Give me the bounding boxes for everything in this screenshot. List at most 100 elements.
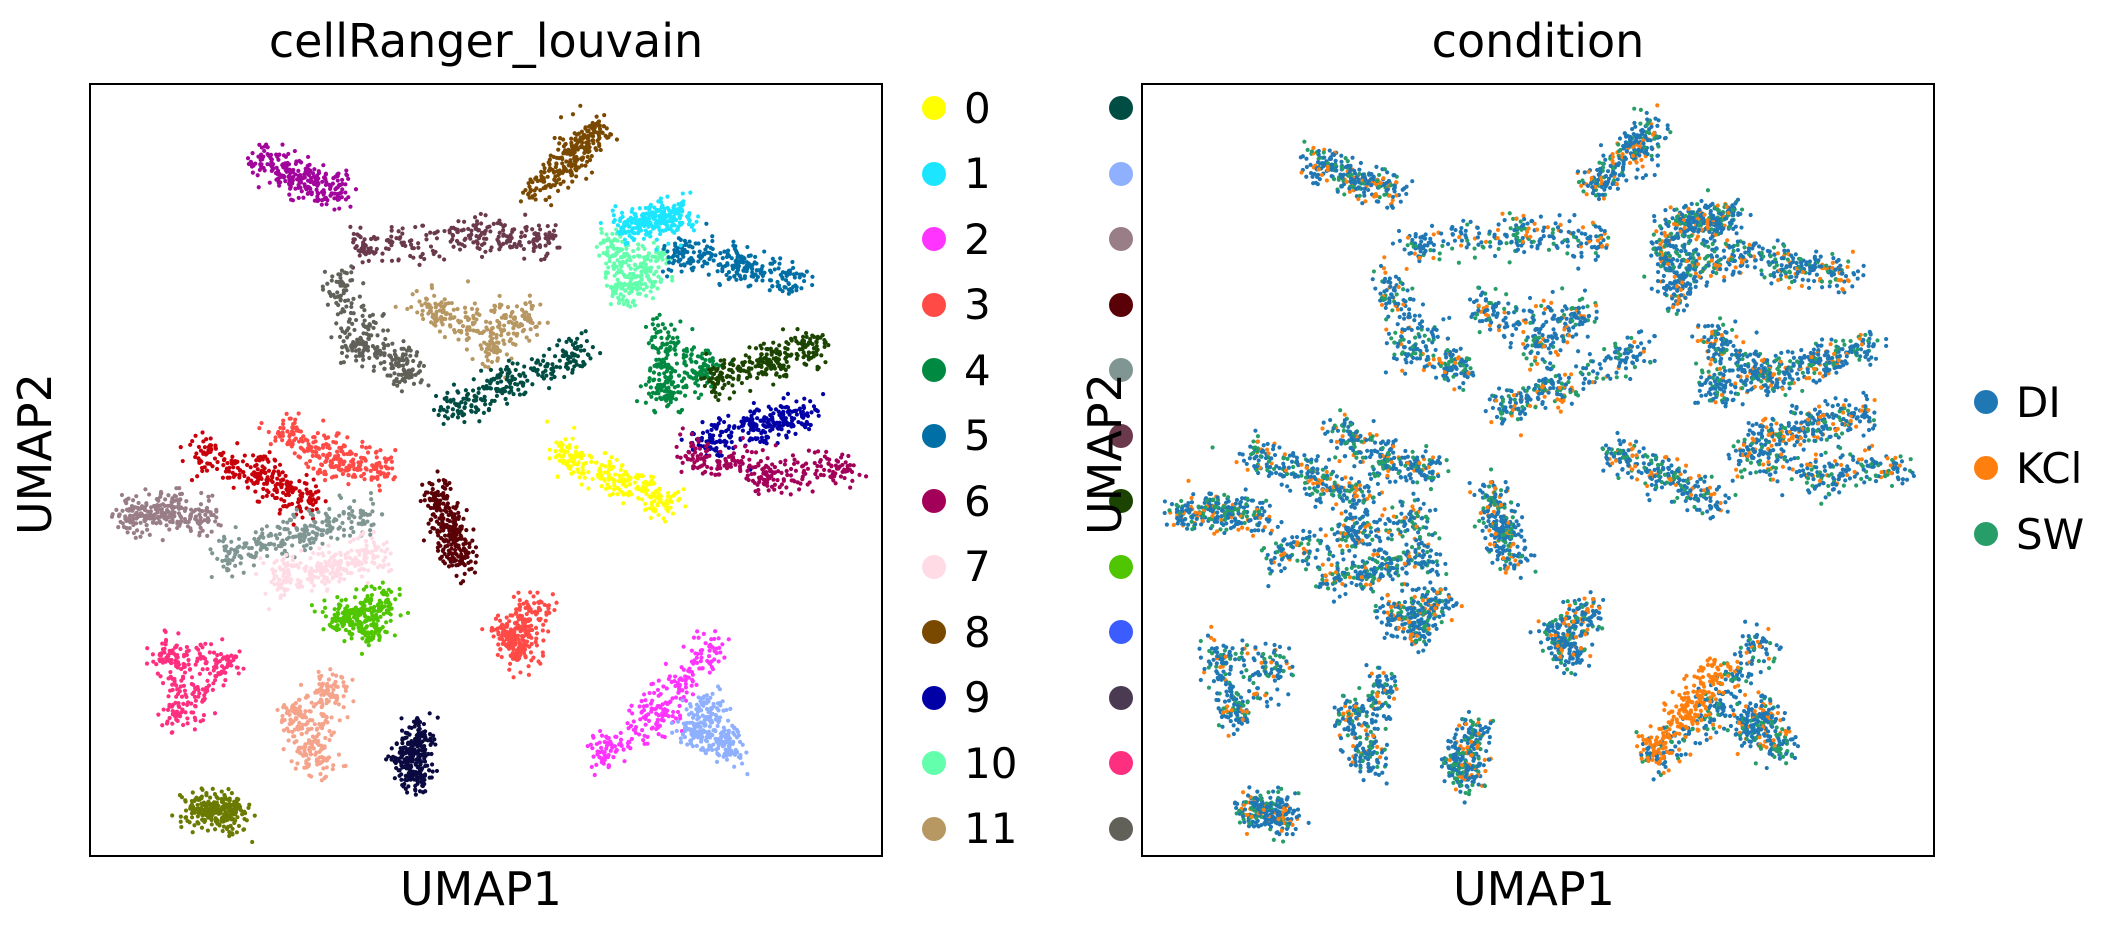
cluster-5-point <box>736 253 741 258</box>
cluster-10-point <box>657 487 662 492</box>
cluster-3-point <box>546 386 552 391</box>
cluster-12-point <box>293 417 298 422</box>
cluster-6-point <box>668 340 674 345</box>
cluster-3-point <box>570 370 575 375</box>
cluster-0-point <box>380 258 385 263</box>
cluster-6-point <box>693 370 698 375</box>
cluster-3-point <box>572 364 577 369</box>
cluster-2-point <box>428 320 434 325</box>
cluster-17-point <box>309 603 314 608</box>
cluster-7-point <box>729 368 734 373</box>
cluster-4-point <box>617 260 623 265</box>
cluster-1-point <box>362 318 367 323</box>
cluster-14-point <box>218 523 223 528</box>
cluster-0-point <box>451 244 456 249</box>
cluster-3-point <box>482 394 487 399</box>
cluster-3-point <box>433 393 439 399</box>
cluster-13-point <box>190 439 195 444</box>
cluster-9-point <box>845 464 850 469</box>
cluster-16-point <box>278 585 283 590</box>
cluster-8-point <box>718 417 723 422</box>
cluster-11-point <box>437 529 442 534</box>
cluster-0-point <box>539 257 544 262</box>
cluster-3-point <box>563 364 569 369</box>
cluster-14-point <box>175 504 180 509</box>
cluster-9-point <box>815 475 820 480</box>
cluster-11-point <box>470 538 475 543</box>
cluster-9-point <box>779 470 784 475</box>
cluster-4-point <box>637 286 643 291</box>
cluster-8-point <box>814 408 819 413</box>
cluster-16-point <box>363 556 368 561</box>
cluster-8-point <box>755 416 760 421</box>
cluster-19-point <box>691 635 697 640</box>
cluster-4-point <box>604 261 609 266</box>
cluster-0-point <box>455 229 460 235</box>
cluster-5-point <box>675 254 680 259</box>
cluster-3-point <box>495 380 500 385</box>
cluster-0-point <box>367 250 372 255</box>
cluster-18-point <box>541 638 546 643</box>
cluster-3-point <box>509 388 514 393</box>
cluster-18-point <box>528 590 533 595</box>
cluster-18-point <box>512 621 518 626</box>
cluster-5-point <box>706 272 711 277</box>
cluster-9-point <box>723 457 728 463</box>
cluster-11-point <box>418 498 423 504</box>
cluster-13-point <box>240 459 246 464</box>
cluster-5-point <box>786 287 791 293</box>
cluster-0-point <box>366 258 371 263</box>
cluster-9-point <box>705 464 710 470</box>
cluster-2-point <box>490 325 495 331</box>
cluster-10-point <box>606 475 611 480</box>
cluster-12-point <box>364 445 369 450</box>
cluster-4-point <box>642 267 648 273</box>
cluster-1-point <box>365 345 371 350</box>
cluster-9-point <box>679 469 684 474</box>
cluster-15-point <box>251 563 256 568</box>
cluster-7-point <box>727 396 732 401</box>
cluster-0-point <box>501 228 506 233</box>
cluster-12-point <box>389 455 394 460</box>
cluster-11-point <box>421 538 427 543</box>
cluster-3-point <box>554 364 559 369</box>
cluster-10-point <box>665 490 671 496</box>
cluster-15-point <box>224 554 229 559</box>
cluster-6-point <box>678 410 683 415</box>
cluster-3-point <box>445 390 450 395</box>
cluster-15-point <box>313 537 318 542</box>
cluster-7-point <box>774 372 779 377</box>
cluster-18-point <box>532 601 537 606</box>
cluster-15-point <box>328 526 333 531</box>
cluster-4-point <box>624 246 629 251</box>
cluster-6-point <box>676 339 681 344</box>
cluster-8-point <box>722 438 727 443</box>
cluster-3-point <box>445 416 451 421</box>
cluster-4-point <box>610 293 615 299</box>
cluster-15-point <box>221 564 226 569</box>
cluster-4-point <box>612 273 617 278</box>
cluster-0-point <box>471 223 476 228</box>
cluster-17-point <box>371 617 377 622</box>
cluster-11-point <box>441 525 446 530</box>
cluster-13-point <box>291 488 296 493</box>
cluster-13-point <box>311 477 316 482</box>
cluster-7-point <box>715 366 720 372</box>
cluster-8-point <box>808 399 813 404</box>
cluster-17-point <box>367 597 372 602</box>
cluster-15-point <box>230 557 235 563</box>
cluster-7-point <box>771 382 776 387</box>
cluster-8-point <box>719 453 724 458</box>
cluster-17-point <box>336 606 341 611</box>
cluster-12-point <box>345 435 350 440</box>
cluster-8-point <box>751 411 757 416</box>
cluster-8-point <box>726 413 731 418</box>
cluster-3-point <box>488 401 493 407</box>
cluster-13-point <box>220 475 226 480</box>
cluster-11-point <box>434 497 440 503</box>
cluster-16-point <box>261 561 266 566</box>
cluster-16-point <box>258 556 263 561</box>
cluster-4-point <box>604 271 609 276</box>
cluster-1-point <box>339 350 345 355</box>
cluster-2-point <box>524 335 529 340</box>
